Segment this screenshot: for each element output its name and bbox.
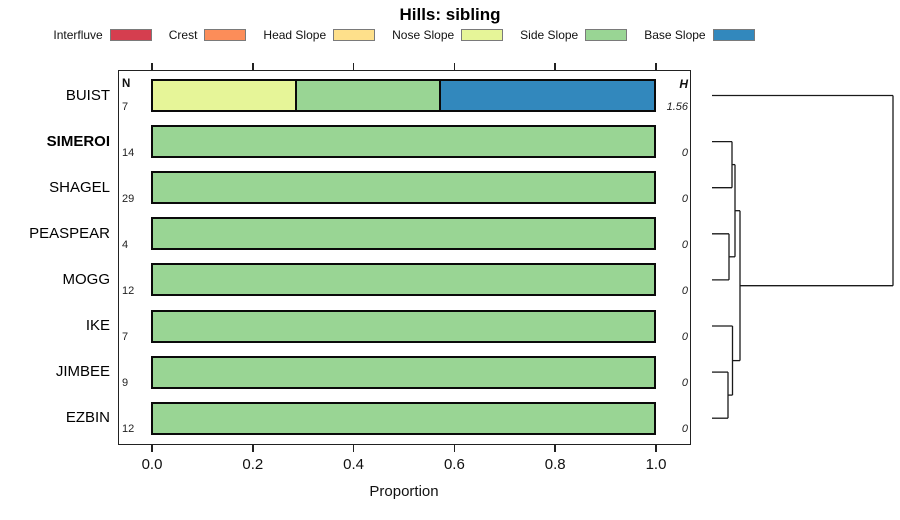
axis-tick-label: 0.6 <box>443 456 465 473</box>
row-label: SIMEROI <box>46 132 110 150</box>
axis-tick-label: 0.8 <box>544 456 566 473</box>
bar-segment-side-slope <box>153 219 654 249</box>
n-value: 7 <box>122 331 129 343</box>
axis-tick-bottom <box>151 445 153 452</box>
legend-color-swatch-icon <box>204 29 247 41</box>
bar-segment-side-slope <box>153 403 654 433</box>
legend-item-label: Head Slope <box>263 28 327 42</box>
axis-tick-bottom <box>252 445 254 452</box>
legend-color-swatch-icon <box>461 29 504 41</box>
n-value: 14 <box>122 146 135 159</box>
n-value: 4 <box>122 238 129 251</box>
chart-title: Hills: sibling <box>399 5 501 24</box>
legend-item-label: Crest <box>168 28 198 42</box>
legend-color-swatch-icon <box>109 29 152 41</box>
bar-segment-side-slope <box>153 127 654 157</box>
axis-tick-top <box>252 63 254 70</box>
h-value: 1.56 <box>666 100 688 113</box>
axis-tick-label: 0.4 <box>343 456 365 473</box>
row-label: JIMBEE <box>55 363 110 381</box>
stacked-bar <box>151 79 656 112</box>
bar-segment-side-slope <box>153 311 654 341</box>
n-value: 7 <box>122 100 129 113</box>
row-label: BUIST <box>65 86 110 104</box>
h-value: 0 <box>681 423 688 436</box>
axis-tick-label: 0.0 <box>141 456 163 473</box>
row-label: PEASPEAR <box>29 224 110 242</box>
axis-tick-bottom <box>655 445 657 452</box>
n-value: 29 <box>122 192 135 205</box>
stacked-bar <box>151 309 656 343</box>
legend-item: Nose Slope <box>392 28 504 42</box>
legend-item: Head Slope <box>263 28 376 42</box>
stacked-bar <box>151 355 656 389</box>
legend-item-label: Side Slope <box>520 28 579 42</box>
stacked-bar <box>151 401 656 435</box>
x-axis-label: Proportion <box>369 483 439 500</box>
axis-tick-bottom <box>554 445 556 452</box>
bar-segment-side-slope <box>153 357 654 387</box>
bar-segment-side-slope <box>153 173 654 203</box>
h-value: 0 <box>681 284 688 297</box>
n-value: 12 <box>122 284 135 297</box>
bar-segment-side-slope <box>153 265 654 295</box>
axis-tick-top <box>151 63 153 70</box>
axis-tick-top <box>655 63 657 70</box>
stacked-bar <box>151 217 656 251</box>
n-column-header: N <box>122 77 131 90</box>
legend-item-label: Base Slope <box>644 28 706 42</box>
h-value: 0 <box>681 238 688 251</box>
axis-tick-bottom <box>352 445 355 452</box>
legend-color-swatch-icon <box>712 29 755 41</box>
h-column-header: H <box>679 76 688 91</box>
row-label: EZBIN <box>65 409 110 427</box>
legend-item: Crest <box>169 28 247 42</box>
axis-tick-bottom <box>453 445 456 452</box>
bar-segment-base-slope <box>439 81 655 110</box>
n-value: 12 <box>122 423 135 436</box>
row-label: SHAGEL <box>49 178 110 196</box>
axis-tick-top <box>554 63 556 70</box>
legend-color-swatch-icon <box>333 29 376 41</box>
row-label: MOGG <box>62 270 111 288</box>
legend-item: Side Slope <box>520 28 628 42</box>
axis-tick-top <box>453 63 456 70</box>
h-value: 0 <box>681 331 688 343</box>
stacked-bar <box>151 125 656 159</box>
h-value: 0 <box>681 146 688 159</box>
legend-color-swatch-icon <box>585 29 628 41</box>
n-value: 9 <box>122 377 129 390</box>
axis-tick-top <box>352 63 355 70</box>
legend: Interfluve Crest Head Slope Nose Slope Side … <box>0 27 854 43</box>
legend-item: Interfluve <box>53 28 152 42</box>
axis-tick-label: 0.2 <box>242 456 264 473</box>
h-value: 0 <box>681 192 688 205</box>
axis-tick-label: 1.0 <box>645 456 667 473</box>
h-value: 0 <box>681 377 688 390</box>
stacked-bar <box>151 171 656 205</box>
legend-item: Base Slope <box>644 28 755 42</box>
bar-segment-nose-slope <box>153 81 295 110</box>
legend-item-label: Nose Slope <box>392 28 455 42</box>
row-label: IKE <box>85 317 110 334</box>
bar-segment-side-slope <box>295 81 439 110</box>
stacked-bar <box>151 263 656 297</box>
legend-item-label: Interfluve <box>53 28 103 42</box>
